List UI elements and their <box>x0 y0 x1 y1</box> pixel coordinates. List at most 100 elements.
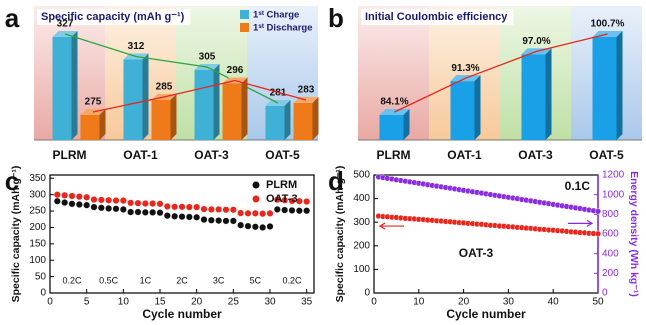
bar-front <box>265 106 285 140</box>
bar-front <box>194 70 214 140</box>
legend-label: 1ˢᵗ Discharge <box>253 23 313 34</box>
y-tick-label: 0 <box>364 288 370 299</box>
x-tick-label: OAT-3 <box>518 148 553 162</box>
data-point <box>53 197 61 205</box>
y-tick-label: 200 <box>353 240 370 251</box>
x-tick-label: 15 <box>154 297 166 308</box>
data-point <box>127 199 135 207</box>
bar-side-shade <box>213 64 220 140</box>
bar-side <box>284 100 291 140</box>
value-label: 91.3% <box>451 63 479 74</box>
bar-front <box>379 115 404 140</box>
x-tick-label: OAT-3 <box>194 148 229 162</box>
legend-marker <box>252 181 260 189</box>
data-point <box>595 230 602 237</box>
annotation: 0.5C <box>99 275 119 285</box>
plot-frame <box>49 174 315 294</box>
bar <box>52 31 78 140</box>
data-point <box>251 209 259 217</box>
bar <box>194 64 220 140</box>
data-point <box>185 213 193 221</box>
bar-side-shade <box>142 53 149 140</box>
data-point <box>171 212 179 220</box>
bar-side <box>545 48 552 140</box>
data-point <box>207 205 215 213</box>
chart-title: Specific capacity (mAh g⁻¹) <box>41 11 185 23</box>
x-axis-label: Cycle number <box>142 307 222 321</box>
bar-front <box>123 59 143 140</box>
legend-swatch <box>240 10 249 19</box>
trend-line <box>394 33 608 113</box>
legend-label: OAT-3 <box>266 193 298 205</box>
data-point <box>288 206 296 214</box>
panel-label: d <box>328 166 344 196</box>
bar <box>450 75 481 140</box>
trend-line <box>92 79 307 113</box>
bar-side <box>99 109 106 140</box>
data-point <box>303 207 311 215</box>
x-tick-label: 0 <box>371 297 377 308</box>
data-point <box>303 198 311 206</box>
value-label: 275 <box>85 97 102 108</box>
data-point <box>281 206 289 214</box>
data-point <box>215 217 223 225</box>
value-label: 281 <box>270 88 287 99</box>
bar-side-shade <box>170 94 177 140</box>
data-point <box>61 191 69 199</box>
bar <box>521 48 552 140</box>
data-point <box>193 213 201 221</box>
bar-front <box>52 37 72 140</box>
bar-front <box>592 37 617 140</box>
bar-front <box>450 81 475 140</box>
data-point <box>90 203 98 211</box>
value-label: 312 <box>128 41 145 52</box>
data-point <box>75 200 83 208</box>
data-point <box>149 200 157 208</box>
data-point <box>112 205 120 213</box>
bar-side <box>474 75 481 140</box>
y2-tick-label: 400 <box>602 248 619 259</box>
legend-swatch <box>240 23 249 32</box>
y-tick-label: 50 <box>35 271 47 282</box>
bar-side-shade <box>71 31 78 140</box>
bar-front <box>293 103 313 140</box>
data-point <box>222 206 230 214</box>
y-tick-label: 0 <box>40 288 46 299</box>
data-point <box>266 222 274 230</box>
data-point <box>68 200 76 208</box>
data-point <box>193 203 201 211</box>
bar-side <box>170 94 177 140</box>
y-tick-label: 250 <box>29 206 46 217</box>
y-axis-label: Specific capacity (mAh g⁻¹) <box>334 166 346 303</box>
y-tick-label: 100 <box>353 264 370 275</box>
value-label: 296 <box>227 65 244 76</box>
annotation: 0.2C <box>62 275 82 285</box>
data-point <box>90 196 98 204</box>
x-tick-label: PLRM <box>53 148 87 162</box>
value-label: 305 <box>199 52 216 63</box>
data-point <box>229 206 237 214</box>
data-point <box>163 202 171 210</box>
data-point <box>237 209 245 217</box>
data-point <box>200 205 208 213</box>
chart-title: Initial Coulombic efficiency <box>365 11 508 23</box>
data-point <box>119 205 127 213</box>
data-point <box>68 192 76 200</box>
panel-label: a <box>5 3 20 33</box>
data-point <box>207 216 215 224</box>
bar-front <box>222 83 242 140</box>
value-label: 285 <box>156 82 173 93</box>
arrow <box>568 219 594 227</box>
annotation: 0.2C <box>282 275 302 285</box>
bar-side <box>213 64 220 140</box>
data-point <box>127 208 135 216</box>
data-point <box>156 209 164 217</box>
data-point <box>105 204 113 212</box>
bar-side-shade <box>99 109 106 140</box>
bar-side <box>71 31 78 140</box>
data-point <box>229 217 237 225</box>
x-tick-label: 30 <box>264 297 276 308</box>
data-point <box>134 199 142 207</box>
y2-tick-label: 600 <box>602 229 619 240</box>
value-label: 327 <box>57 19 74 30</box>
